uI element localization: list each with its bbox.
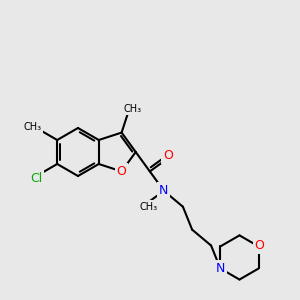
Text: N: N (159, 184, 169, 197)
Text: N: N (216, 262, 225, 275)
Text: Cl: Cl (30, 172, 43, 185)
Text: CH₃: CH₃ (23, 122, 41, 132)
Text: CH₃: CH₃ (140, 202, 158, 212)
Text: O: O (117, 165, 127, 178)
Text: O: O (255, 239, 265, 252)
Text: O: O (164, 149, 173, 162)
Text: CH₃: CH₃ (124, 104, 142, 114)
